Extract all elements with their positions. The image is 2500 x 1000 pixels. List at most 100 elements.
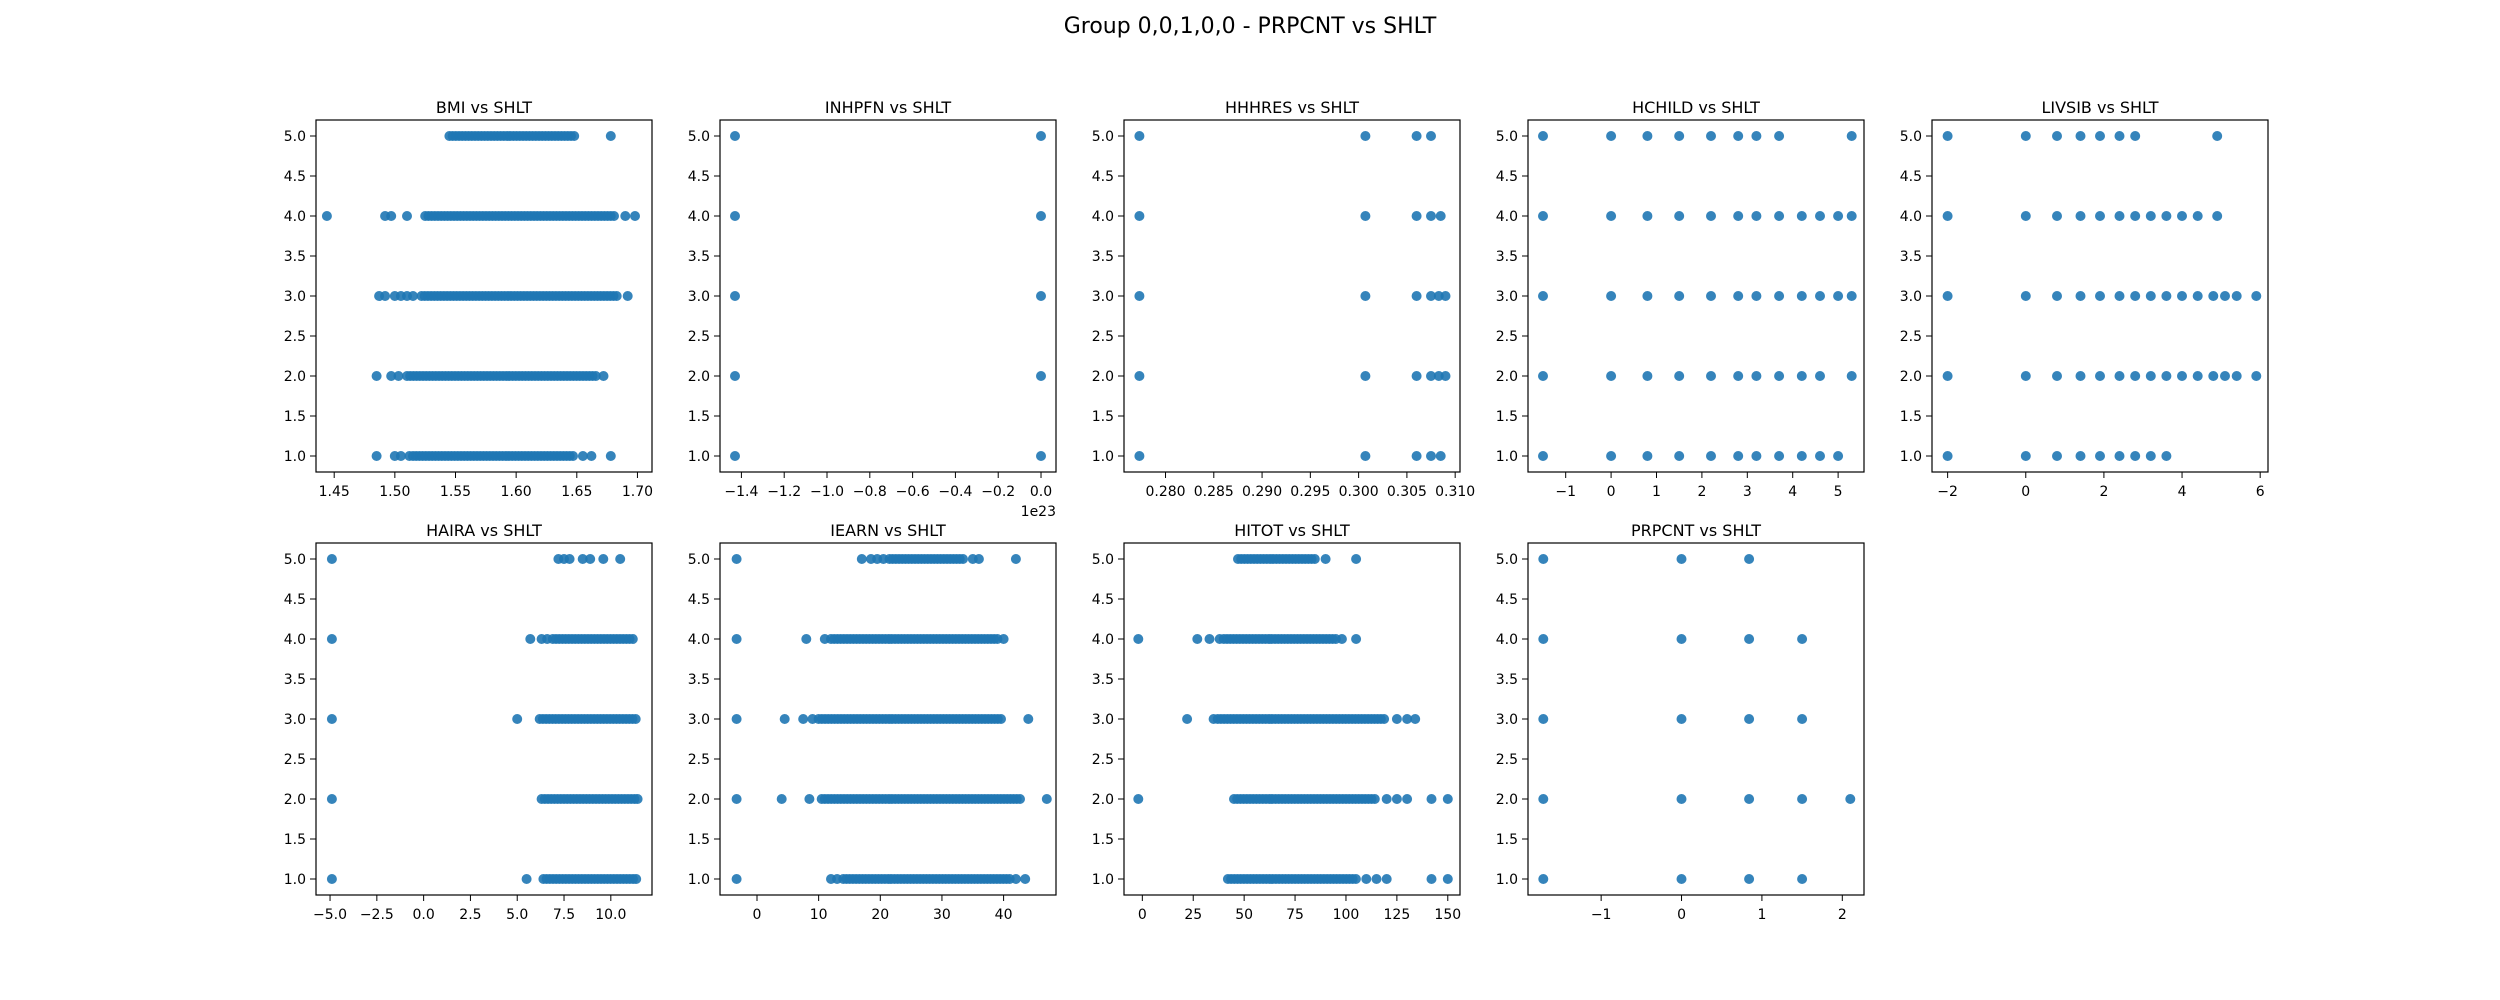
y-tick-label: 4.5 xyxy=(1496,169,1518,185)
scatter-point xyxy=(2212,211,2223,221)
scatter-point xyxy=(1538,634,1549,644)
y-tick-label: 5.0 xyxy=(1092,552,1114,568)
scatter-point xyxy=(1676,874,1687,884)
scatter-point xyxy=(1134,291,1145,301)
x-tick-label: 0.0 xyxy=(1030,484,1052,500)
scatter-point xyxy=(798,714,809,724)
scatter-point xyxy=(1606,131,1617,141)
scatter-point xyxy=(2095,211,2105,221)
scatter-point xyxy=(1774,211,1785,221)
scatter-point xyxy=(1606,451,1617,461)
scatter-point xyxy=(577,554,588,564)
scatter-point xyxy=(1674,451,1685,461)
scatter-point xyxy=(1360,371,1371,381)
scatter-point xyxy=(1942,131,1953,141)
scatter-point xyxy=(1381,874,1392,884)
scatter-point xyxy=(1133,794,1144,804)
scatter-point xyxy=(2075,211,2086,221)
scatter-point xyxy=(1036,371,1046,381)
subplot-title: HITOT vs SHLT xyxy=(1234,521,1350,540)
scatter-point xyxy=(1942,451,1953,461)
scatter-point xyxy=(1036,131,1046,141)
y-tick-label: 1.5 xyxy=(688,832,710,848)
x-tick-label: 0.285 xyxy=(1194,484,1234,500)
x-tick-label: 150 xyxy=(1434,907,1461,923)
scatter-point xyxy=(1733,371,1744,381)
scatter-point xyxy=(1538,451,1548,461)
scatter-point xyxy=(2075,371,2086,381)
scatter-point xyxy=(1041,794,1052,804)
scatter-point xyxy=(1538,371,1548,381)
scatter-point xyxy=(1744,554,1755,564)
x-tick-label: 1 xyxy=(1757,907,1766,923)
scatter-point xyxy=(973,554,984,564)
scatter-point xyxy=(1744,874,1755,884)
x-tick-label: 100 xyxy=(1333,907,1360,923)
scatter-point xyxy=(1797,874,1808,884)
x-tick-label: 2 xyxy=(2099,484,2108,500)
scatter-point xyxy=(1538,874,1549,884)
scatter-point xyxy=(1676,714,1687,724)
scatter-point xyxy=(2095,451,2105,461)
axes-frame xyxy=(1123,119,1461,473)
scatter-point xyxy=(1134,131,1145,141)
scatter-points xyxy=(1538,554,1856,884)
y-tick-label: 2.0 xyxy=(1092,369,1114,385)
scatter-point xyxy=(1371,874,1382,884)
scatter-point xyxy=(1538,131,1548,141)
scatter-point xyxy=(586,451,597,461)
scatter-point xyxy=(2130,371,2141,381)
scatter-point xyxy=(1733,211,1744,221)
x-tick-label: 0 xyxy=(1677,907,1686,923)
scatter-point xyxy=(2130,211,2141,221)
scatter-point xyxy=(326,634,337,644)
scatter-point xyxy=(1833,291,1844,301)
y-tick-label: 2.0 xyxy=(284,792,306,808)
scatter-point xyxy=(1815,211,1825,221)
scatter-point xyxy=(2095,371,2105,381)
x-tick-label: −0.8 xyxy=(853,484,887,500)
x-tick-label: 0.300 xyxy=(1339,484,1379,500)
scatter-point xyxy=(731,634,742,644)
axes-frame xyxy=(719,119,1057,473)
x-tick-label: 0.295 xyxy=(1290,484,1330,500)
subplot-4: HCHILD vs SHLT −1 0 1 2 3 4 5 1.0 1.5 2.0 2.5 3.0 3.5… xyxy=(1496,98,1865,500)
scatter-point xyxy=(386,211,397,221)
scatter-points xyxy=(1538,131,1857,461)
scatter-point xyxy=(1426,794,1437,804)
y-tick-label: 5.0 xyxy=(1900,129,1922,145)
scatter-point xyxy=(371,451,382,461)
scatter-point xyxy=(730,451,740,461)
x-tick-label: 1.70 xyxy=(622,484,653,500)
y-tick-label: 1.5 xyxy=(688,409,710,425)
x-tick-label: −1 xyxy=(1555,484,1576,500)
y-tick-label: 4.5 xyxy=(1092,169,1114,185)
scatter-point xyxy=(731,874,742,884)
x-tick-label: 25 xyxy=(1184,907,1202,923)
y-tick-label: 2.5 xyxy=(1496,329,1518,345)
scatter-point xyxy=(1192,634,1203,644)
scatter-point xyxy=(1426,211,1436,221)
scatter-point xyxy=(1706,291,1716,301)
x-tick-label: 0 xyxy=(2021,484,2030,500)
scatter-point xyxy=(395,451,406,461)
scatter-point xyxy=(2251,371,2262,381)
scatter-point xyxy=(1538,794,1549,804)
scatter-point xyxy=(1426,371,1436,381)
scatter-point xyxy=(2020,371,2031,381)
scatter-point xyxy=(1744,794,1755,804)
x-tick-label: −1.0 xyxy=(810,484,844,500)
scatter-point xyxy=(1182,714,1193,724)
scatter-point xyxy=(321,211,332,221)
subplot-title: HHHRES vs SHLT xyxy=(1225,98,1359,117)
x-tick-label: 10.0 xyxy=(595,907,626,923)
scatter-point xyxy=(1797,714,1808,724)
scatter-point xyxy=(730,131,740,141)
scatter-point xyxy=(1733,451,1744,461)
scatter-point xyxy=(2095,131,2105,141)
scatter-points xyxy=(1942,131,2262,461)
y-tick-label: 4.5 xyxy=(284,169,306,185)
scatter-point xyxy=(1706,131,1716,141)
scatter-point xyxy=(408,291,418,301)
scatter-point xyxy=(1706,371,1716,381)
